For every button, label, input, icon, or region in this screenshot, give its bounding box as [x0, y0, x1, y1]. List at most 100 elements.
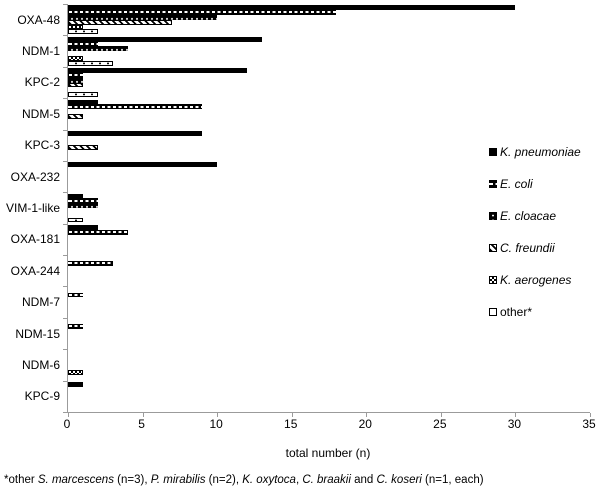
bar-group-ndm-1 [68, 35, 590, 66]
bar-slot [68, 10, 590, 15]
category-label: VIM-1-like [5, 201, 60, 215]
bar-slot [68, 14, 590, 20]
legend-label: E. coli [500, 177, 533, 191]
x-axis-tick [515, 413, 517, 417]
bar-ndm-5 [68, 104, 203, 110]
bar-vim-1-like [68, 203, 98, 209]
bar-oxa-48 [68, 29, 98, 35]
bar-slot [68, 60, 590, 66]
y-axis-tick [63, 192, 67, 194]
footnote-segment: , [295, 474, 303, 486]
bar-kpc-3 [68, 130, 203, 136]
plot-area [63, 4, 591, 417]
y-axis-tick [63, 160, 67, 162]
bar-slot [68, 68, 590, 73]
x-axis-tick [217, 413, 219, 417]
bar-slot [68, 41, 590, 47]
bar-group-vim-1-like [68, 192, 590, 223]
legend: K. pneumoniae E. coli E. cloacae C. freundi… [489, 136, 581, 328]
bar-slot [68, 145, 590, 151]
y-axis-tick [63, 223, 67, 225]
bar-slot [68, 99, 590, 105]
bar-group-ndm-6 [68, 349, 590, 380]
bar-group-kpc-3 [68, 130, 590, 161]
bar-slot [68, 29, 590, 35]
bar-slot [68, 369, 590, 375]
x-axis-tick [68, 413, 69, 417]
bar-slot [68, 203, 590, 209]
bar-slot [68, 292, 590, 298]
category-label: KPC-9 [24, 389, 60, 404]
bar-group-kpc-2 [68, 67, 590, 98]
bar-vim-1-like [68, 193, 83, 199]
bar-oxa-48 [68, 14, 218, 20]
footnote-segment: S. marcescens [37, 474, 114, 486]
legend-label: K. pneumoniae [500, 145, 581, 159]
bar-slot [68, 19, 590, 25]
footnote-segment: (n=1, each) [421, 474, 484, 486]
bar-kpc-2 [68, 92, 98, 97]
footnote-segment: and [350, 474, 377, 486]
bar-slot [68, 24, 590, 30]
x-axis-tick [440, 413, 442, 417]
y-axis-tick [63, 412, 67, 413]
x-tick-label: 20 [358, 417, 372, 431]
y-axis-tick [63, 129, 67, 131]
category-label: NDM-15 [15, 326, 60, 341]
bar-kpc-2 [68, 77, 83, 83]
bar-ndm-5 [68, 99, 98, 105]
footnote-segment: P. mirabilis [150, 474, 206, 486]
bar-group-oxa-232 [68, 161, 590, 192]
bar-kpc-2 [68, 82, 83, 88]
bar-group-oxa-48 [68, 4, 590, 35]
legend-marker-icon [489, 148, 497, 156]
x-tick-label: 30 [507, 417, 522, 431]
y-axis-tick [63, 380, 67, 382]
y-axis-tick [63, 4, 67, 5]
x-axis-tick [590, 413, 591, 417]
legend-label: C. freundii [500, 241, 555, 255]
bar-slot [68, 162, 590, 168]
bar-slot [68, 77, 590, 83]
category-label: KPC-2 [24, 75, 60, 90]
x-axis-title: total number (n) [285, 446, 371, 460]
legend-item: E. coli [489, 168, 581, 200]
bar-group-ndm-5 [68, 98, 590, 129]
bar-ndm-1 [68, 41, 98, 47]
bar-slot [68, 406, 590, 411]
bar-kpc-3 [68, 145, 98, 151]
footnote-segment: K. oxytoca [242, 474, 296, 486]
bar-slot [68, 193, 590, 199]
x-tick-label: 35 [582, 417, 596, 431]
x-tick-label: 5 [138, 417, 145, 431]
legend-label: K. aerogenes [500, 273, 572, 287]
footnote-segment: *other [4, 474, 38, 486]
legend-item: K. pneumoniae [489, 136, 581, 168]
category-label: OXA-232 [10, 169, 60, 184]
bar-slot [68, 104, 590, 110]
legend-marker-icon [489, 180, 497, 188]
legend-item: K. aerogenes [489, 264, 581, 296]
bar-slot [68, 36, 590, 42]
y-axis-tick [63, 35, 67, 37]
bar-ndm-5 [68, 113, 83, 119]
y-axis-tick [63, 317, 67, 319]
category-label: NDM-7 [22, 295, 60, 310]
bar-ndm-7 [68, 292, 83, 298]
bar-kpc-2 [68, 72, 83, 78]
bar-oxa-48 [68, 19, 173, 25]
bar-slot [68, 92, 590, 97]
bar-group-oxa-181 [68, 224, 590, 255]
bar-group-oxa-244 [68, 255, 590, 286]
footnote-segment: (n=3), [113, 474, 151, 486]
x-tick-label: 25 [433, 417, 447, 431]
legend-item: E. cloacae [489, 200, 581, 232]
y-axis-tick [63, 286, 67, 288]
bar-group-ndm-7 [68, 286, 590, 317]
bar-slot [68, 46, 590, 52]
x-tick-label: 10 [209, 417, 223, 431]
bar-oxa-48 [68, 10, 337, 15]
category-label: NDM-5 [22, 106, 60, 121]
bar-ndm-1 [68, 55, 83, 61]
